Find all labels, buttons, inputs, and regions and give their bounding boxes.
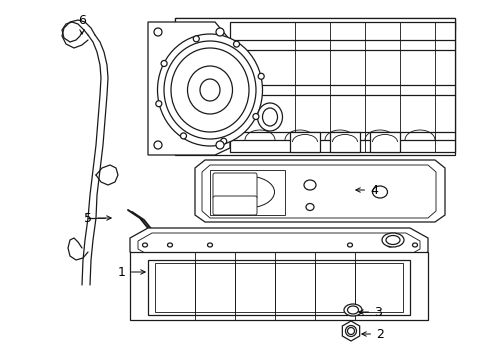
Ellipse shape bbox=[305, 203, 313, 211]
Polygon shape bbox=[289, 132, 319, 152]
Ellipse shape bbox=[385, 235, 399, 244]
Ellipse shape bbox=[156, 101, 162, 107]
Ellipse shape bbox=[412, 243, 417, 247]
Ellipse shape bbox=[381, 233, 403, 247]
Polygon shape bbox=[130, 228, 427, 260]
Ellipse shape bbox=[154, 141, 162, 149]
Ellipse shape bbox=[347, 306, 358, 314]
Ellipse shape bbox=[216, 28, 224, 36]
Ellipse shape bbox=[163, 41, 256, 139]
Ellipse shape bbox=[157, 34, 262, 146]
Ellipse shape bbox=[347, 243, 352, 247]
Ellipse shape bbox=[161, 60, 167, 67]
Ellipse shape bbox=[233, 41, 239, 47]
Polygon shape bbox=[138, 233, 419, 257]
Polygon shape bbox=[130, 252, 427, 320]
Polygon shape bbox=[209, 170, 285, 215]
Ellipse shape bbox=[216, 141, 224, 149]
Ellipse shape bbox=[187, 66, 232, 114]
Ellipse shape bbox=[200, 79, 220, 101]
Ellipse shape bbox=[304, 180, 315, 190]
Polygon shape bbox=[329, 132, 359, 152]
Ellipse shape bbox=[142, 243, 147, 247]
Polygon shape bbox=[229, 22, 454, 152]
Ellipse shape bbox=[171, 48, 248, 132]
FancyBboxPatch shape bbox=[213, 173, 257, 199]
Polygon shape bbox=[148, 22, 229, 155]
Ellipse shape bbox=[262, 108, 277, 126]
Ellipse shape bbox=[167, 243, 172, 247]
Ellipse shape bbox=[347, 328, 354, 334]
Ellipse shape bbox=[207, 243, 212, 247]
Text: 5: 5 bbox=[84, 211, 111, 225]
Ellipse shape bbox=[252, 113, 258, 120]
Ellipse shape bbox=[180, 133, 186, 139]
Ellipse shape bbox=[343, 304, 361, 316]
Ellipse shape bbox=[258, 73, 264, 79]
Polygon shape bbox=[175, 18, 454, 155]
Polygon shape bbox=[175, 18, 454, 30]
Polygon shape bbox=[202, 165, 435, 218]
Text: 1: 1 bbox=[118, 266, 145, 279]
Ellipse shape bbox=[220, 138, 226, 144]
Polygon shape bbox=[195, 160, 444, 222]
FancyBboxPatch shape bbox=[213, 196, 257, 215]
Ellipse shape bbox=[372, 186, 386, 198]
Polygon shape bbox=[342, 321, 359, 341]
Text: 6: 6 bbox=[78, 13, 86, 34]
Text: 2: 2 bbox=[361, 328, 383, 341]
Text: 3: 3 bbox=[358, 306, 381, 319]
Polygon shape bbox=[369, 132, 399, 152]
Polygon shape bbox=[148, 260, 409, 315]
Ellipse shape bbox=[154, 28, 162, 36]
Ellipse shape bbox=[193, 36, 199, 42]
Ellipse shape bbox=[345, 325, 356, 337]
Ellipse shape bbox=[219, 176, 274, 208]
Polygon shape bbox=[155, 263, 402, 312]
Ellipse shape bbox=[386, 243, 392, 247]
Text: 4: 4 bbox=[355, 184, 377, 197]
Ellipse shape bbox=[257, 103, 282, 131]
